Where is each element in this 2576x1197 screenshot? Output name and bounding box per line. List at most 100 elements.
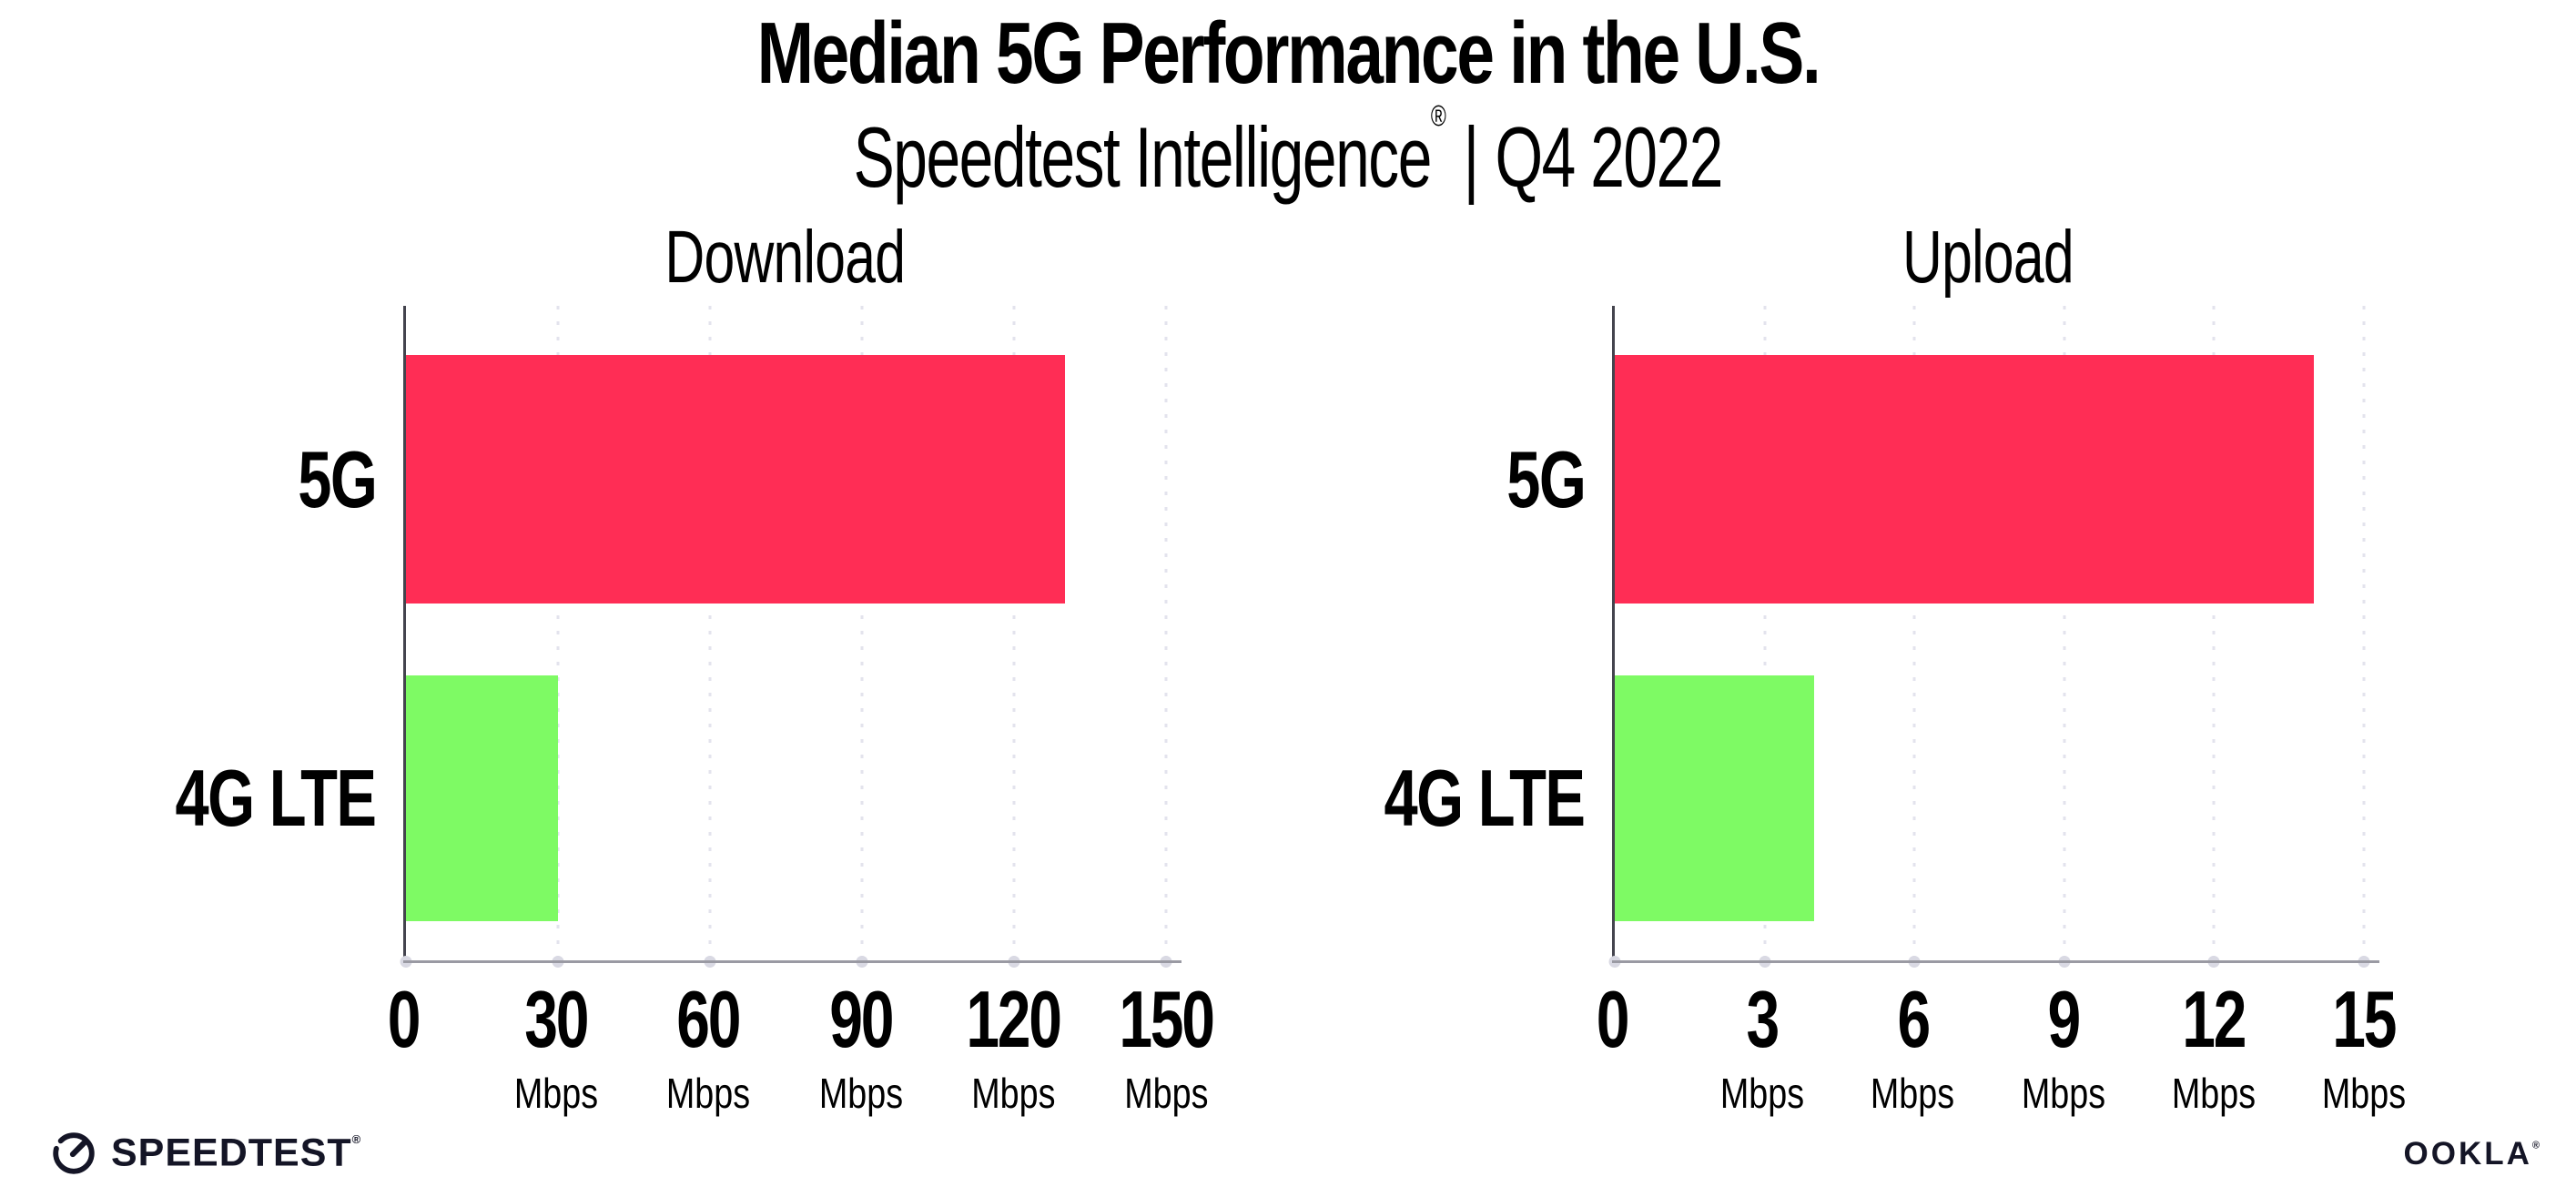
x-tick-3: 3 Mbps (1711, 979, 1813, 1115)
x-tick-0: 0 (382, 979, 424, 1060)
x-tick-120: 120 Mbps (950, 979, 1076, 1115)
gridline-150 (1164, 306, 1168, 960)
x-tick-value: 0 (382, 979, 424, 1060)
subplot-title-download: Download (403, 215, 1166, 300)
x-tick-30: 30 Mbps (504, 979, 606, 1115)
x-tick-unit-text: Mbps (1123, 1070, 1209, 1117)
x-tick-unit-text: Mbps (2171, 1070, 2256, 1117)
x-tick-6: 6 Mbps (1861, 979, 1963, 1115)
x-tick-unit-text: Mbps (971, 1070, 1056, 1117)
x-tick-unit-text: Mbps (513, 1070, 598, 1117)
subplot-title-upload: Upload (1612, 215, 2364, 300)
x-tick-90: 90 Mbps (810, 979, 912, 1115)
x-tick-unit-text: Mbps (2321, 1070, 2407, 1117)
x-tick-unit: Mbps (810, 1072, 912, 1114)
x-tick-value-text: 0 (387, 974, 421, 1064)
header: Median 5G Performance in the U.S. Speedt… (0, 9, 2576, 200)
x-tick-value-text: 6 (1897, 974, 1931, 1064)
x-tick-unit: Mbps (1711, 1072, 1813, 1114)
chart-upload: Upload 5G 4G LTE 0 3 Mbps 6 Mbps 9 Mbps 12 Mbps 15 Mb… (1263, 0, 2437, 1197)
x-tick-unit-text: Mbps (1871, 1070, 1955, 1117)
x-tick-value: 90 (810, 979, 912, 1060)
x-tick-unit: Mbps (504, 1072, 606, 1114)
page-title: Median 5G Performance in the U.S. (0, 9, 2576, 98)
x-tick-value-text: 90 (829, 974, 894, 1064)
x-tick-unit: Mbps (657, 1072, 759, 1114)
page-title-text: Median 5G Performance in the U.S. (756, 5, 1821, 102)
x-tick-labels: 0 30 Mbps 60 Mbps 90 Mbps 120 Mbps 150 Mbps (388, 979, 1215, 1189)
x-tick-unit-text: Mbps (2021, 1070, 2105, 1117)
x-tick-unit: Mbps (950, 1072, 1076, 1114)
bar-4g-lte-download (406, 675, 558, 921)
category-label-text: 4G LTE (175, 753, 378, 844)
x-tick-value: 60 (657, 979, 759, 1060)
x-tick-value: 6 (1861, 979, 1963, 1060)
x-tick-value: 120 (950, 979, 1076, 1060)
x-tick-0: 0 (1591, 979, 1633, 1060)
registered-mark: ® (2531, 1140, 2540, 1151)
gridline-9 (2063, 306, 2066, 960)
category-labels: 5G 4G LTE (1263, 306, 1587, 960)
page-subtitle-text: Speedtest Intelligence® | Q4 2022 (854, 98, 1724, 200)
gridline-30 (556, 306, 560, 960)
gridline-6 (1912, 306, 1916, 960)
bar-4g-lte-upload (1615, 675, 1815, 921)
x-tick-value: 30 (504, 979, 606, 1060)
plot-area-download (400, 306, 1182, 968)
category-label-text: 4G LTE (1384, 753, 1587, 844)
ookla-wordmark: OOKLA (2403, 1136, 2532, 1172)
x-tick-value: 9 (2012, 979, 2114, 1060)
x-axis-line (1612, 960, 2379, 963)
x-tick-unit: Mbps (1103, 1072, 1229, 1114)
page-subtitle: Speedtest Intelligence® | Q4 2022 (0, 98, 2576, 200)
gridline-3 (1763, 306, 1767, 960)
subplot-title-text: Upload (1902, 216, 2074, 299)
x-tick-value: 12 (2163, 979, 2265, 1060)
x-axis-line (403, 960, 1182, 963)
category-label-5g: 5G (1263, 355, 1587, 604)
x-tick-value-text: 3 (1746, 974, 1780, 1064)
speedtest-wordmark: SPEEDTEST® (111, 1131, 361, 1175)
x-tick-value-text: 30 (524, 974, 589, 1064)
subplot-title-text: Download (664, 216, 906, 299)
category-label-text: 5G (1506, 433, 1587, 524)
chart-download: Download 5G 4G LTE 0 30 Mbps 60 Mbps 90 Mbps 120 Mb… (55, 0, 1239, 1197)
x-tick-unit: Mbps (1861, 1072, 1963, 1114)
subtitle-period: Q4 2022 (1495, 109, 1724, 206)
x-tick-60: 60 Mbps (657, 979, 759, 1115)
speedtest-logo: SPEEDTEST® (51, 1131, 360, 1176)
gridline-90 (860, 306, 864, 960)
x-tick-value-text: 12 (2182, 974, 2246, 1064)
x-tick-value-text: 60 (676, 974, 742, 1064)
x-tick-value: 3 (1711, 979, 1813, 1060)
x-tick-unit-text: Mbps (666, 1070, 751, 1117)
category-label-4g-lte: 4G LTE (1263, 675, 1587, 921)
x-tick-unit: Mbps (2163, 1072, 2265, 1114)
gridline-12 (2212, 306, 2216, 960)
x-tick-9: 9 Mbps (2012, 979, 2114, 1117)
registered-mark: ® (351, 1132, 361, 1147)
x-tick-unit: Mbps (2313, 1072, 2415, 1114)
category-label-5g: 5G (55, 355, 378, 604)
x-tick-15: 15 Mbps (2313, 979, 2415, 1115)
subtitle-brand: Speedtest Intelligence (853, 109, 1433, 206)
category-label-text: 5G (297, 433, 378, 524)
bar-5g-upload (1615, 354, 2315, 604)
gridline-15 (2362, 306, 2366, 960)
x-tick-unit-text: Mbps (1720, 1070, 1805, 1117)
bar-5g-download (406, 354, 1065, 604)
registered-mark: ® (1431, 98, 1447, 132)
x-tick-unit-text: Mbps (818, 1070, 903, 1117)
gridline-60 (708, 306, 712, 960)
x-tick-labels: 0 3 Mbps 6 Mbps 9 Mbps 12 Mbps 15 Mbps (1597, 979, 2406, 1189)
x-tick-value-text: 150 (1119, 974, 1215, 1064)
x-tick-value-text: 15 (2332, 974, 2398, 1064)
subtitle-separator: | (1463, 109, 1480, 206)
x-tick-value: 15 (2313, 979, 2415, 1060)
x-tick-value: 0 (1591, 979, 1633, 1060)
category-labels: 5G 4G LTE (55, 306, 378, 960)
speedtest-gauge-icon (53, 1132, 95, 1174)
x-tick-value-text: 0 (1596, 974, 1630, 1064)
category-label-4g-lte: 4G LTE (55, 675, 378, 921)
